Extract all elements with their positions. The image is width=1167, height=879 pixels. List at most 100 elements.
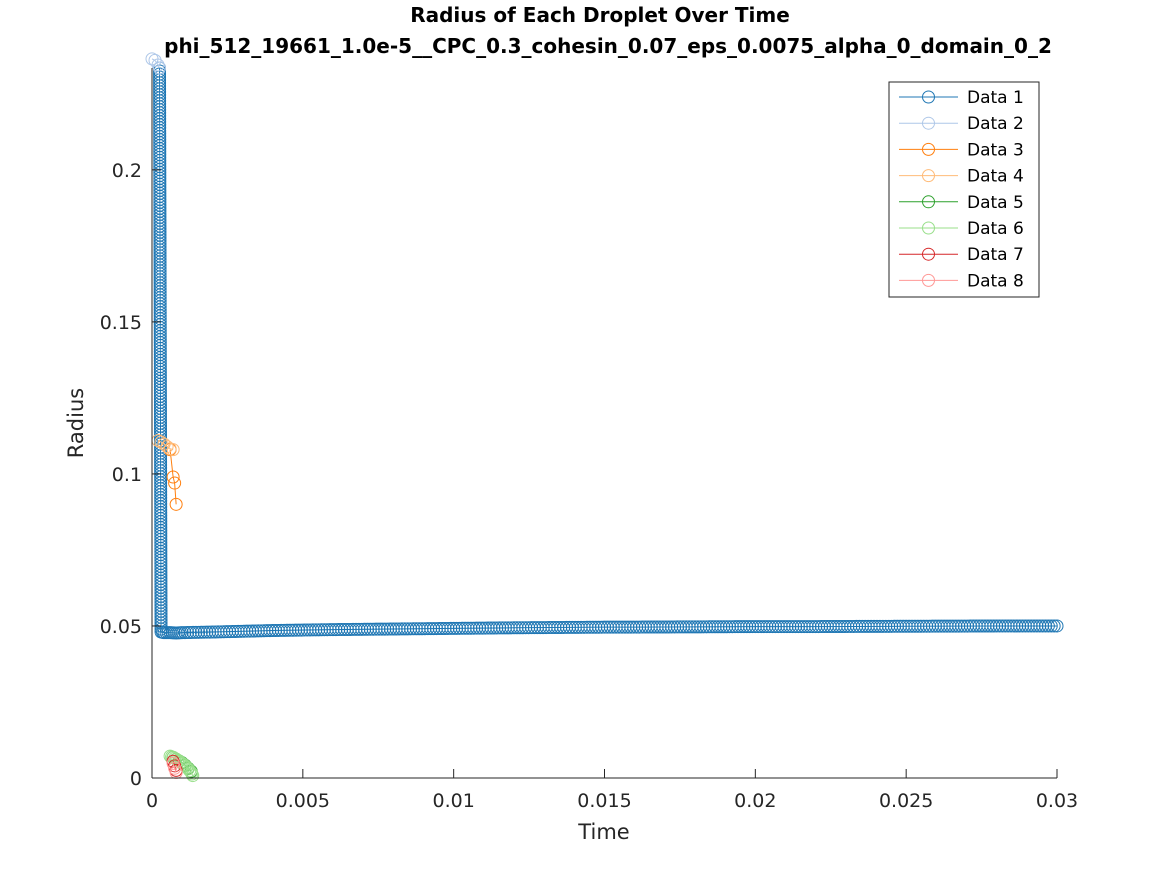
data-point [189,625,203,639]
data-point [169,497,183,511]
data-point [1027,619,1041,633]
data-point [375,622,389,636]
y-tick-label: 0.2 [112,160,142,182]
legend-marker [922,221,935,235]
data-point [372,622,386,636]
data-point [203,625,217,639]
data-point [424,622,438,636]
data-point [766,620,780,634]
data-point [392,622,406,636]
data-point [401,622,415,636]
data-point [493,621,507,635]
data-point [254,624,268,638]
data-point [720,620,734,634]
data-point [303,623,317,637]
x-ticks: 0 0.005 0.01 0.015 0.02 0.025 0.03 [146,769,1078,812]
data-point [444,621,458,635]
data-point [1044,619,1058,633]
series-8 [166,756,183,780]
data-point [722,620,736,634]
data-point [484,621,498,635]
data-point [1033,619,1047,633]
data-point [1004,619,1018,633]
data-point [378,622,392,636]
data-point [352,622,366,636]
data-point [1010,619,1024,633]
data-point [786,620,800,634]
data-point [418,622,432,636]
data-point [754,620,768,634]
legend-marker [922,195,935,209]
data-point [1047,619,1061,633]
legend-marker [922,169,935,183]
data-point [740,620,754,634]
data-point [248,624,262,638]
legend-marker [922,90,935,104]
data-point [791,620,805,634]
series-line [172,763,177,773]
data-point [243,624,257,638]
data-point [181,626,195,640]
data-point [412,622,426,636]
data-point [435,622,449,636]
data-point [1024,619,1038,633]
data-point [1050,619,1064,633]
data-point [300,623,314,637]
data-point [711,620,725,634]
data-point [760,620,774,634]
data-point [332,623,346,637]
data-point [473,621,487,635]
data-point [217,625,231,639]
data-point [383,622,397,636]
legend-label: Data 8 [967,271,1024,291]
data-point [763,620,777,634]
data-point [169,766,183,780]
data-point [184,766,198,780]
data-point [274,623,288,637]
legend-box [888,81,1040,298]
data-point [280,623,294,637]
data-point [429,622,443,636]
data-point [780,620,794,634]
data-point [271,623,285,637]
data-point [329,623,343,637]
data-point [441,621,455,635]
data-point [415,622,429,636]
data-point [427,622,441,636]
data-point [160,440,174,454]
data-point [395,622,409,636]
series-2 [145,52,167,75]
data-point [166,443,180,457]
data-point [192,625,206,639]
plot-area [145,52,1064,783]
data-point [320,623,334,637]
legend-label: Data 1 [967,88,1024,108]
series-3 [163,443,183,511]
x-axis-label: Time [577,820,629,844]
data-point [297,623,311,637]
x-tick-label: 0 [146,790,158,812]
data-point [178,626,192,640]
data-point [231,624,245,638]
data-point [694,620,708,634]
data-point [289,623,303,637]
data-point [725,620,739,634]
data-point [774,620,788,634]
data-point [315,623,329,637]
data-point [708,620,722,634]
data-point [743,620,757,634]
data-point [1021,619,1035,633]
data-point [783,620,797,634]
series-line [169,449,177,505]
data-point [717,620,731,634]
legend-marker [922,273,935,287]
data-point [789,620,803,634]
data-point [751,620,765,634]
x-tick-label: 0.005 [276,790,330,812]
data-point [1007,619,1021,633]
series-1 [153,61,1064,640]
data-point [194,625,208,639]
data-point [409,622,423,636]
data-point [699,620,713,634]
data-point [748,620,762,634]
